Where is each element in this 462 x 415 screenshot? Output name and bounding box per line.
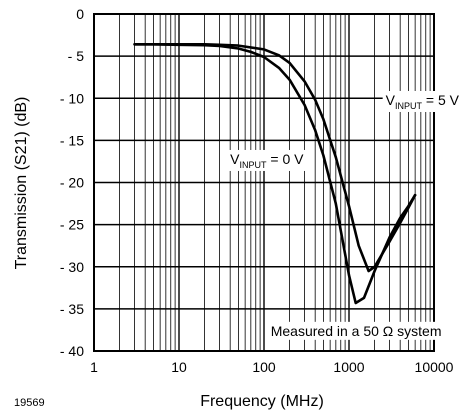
x-tick-label: 100 (252, 359, 276, 375)
y-tick-labels: 0 - 5 - 10 - 15 - 20 - 25 - 30 - 35 - 40 (60, 6, 84, 359)
annotation-text: VINPUT = 5 V (386, 92, 460, 111)
x-tick-labels: 1 10 100 1000 10000 (90, 359, 454, 375)
annotation-main: V (230, 151, 240, 167)
y-tick-label: - 30 (60, 259, 84, 275)
x-tick-label: 1000 (333, 359, 364, 375)
annotation-text: VINPUT = 0 V (230, 151, 304, 170)
series-line-2 (133, 42, 417, 273)
y-tick-label: - 5 (68, 48, 85, 64)
x-tick-label: 10000 (415, 359, 454, 375)
annotation-2: VINPUT = 0 V (227, 149, 308, 171)
y-tick-label: - 35 (60, 301, 84, 317)
annotation-background (267, 321, 445, 340)
figure-id: 19569 (14, 397, 45, 409)
annotation-main: V (386, 92, 396, 108)
plot-frame (93, 13, 435, 352)
x-tick-label: 10 (171, 359, 187, 375)
annotation-subscript: INPUT (395, 101, 423, 111)
y-axis-label: Transmission (S21) (dB) (13, 97, 30, 270)
y-tick-label: - 25 (60, 217, 84, 233)
annotation-1: VINPUT = 5 V (382, 90, 462, 112)
annotation-background (227, 149, 308, 171)
y-tick-label: - 15 (60, 132, 84, 148)
annotation-background (382, 90, 462, 112)
series-lines (133, 42, 417, 305)
y-tick-label: - 20 (60, 175, 84, 191)
annotation-text: Measured in a 50 Ω system (271, 323, 442, 339)
annotation-rest: = 5 V (422, 92, 460, 108)
y-tick-label: - 40 (60, 343, 84, 359)
x-tick-label: 1 (90, 359, 98, 375)
y-tick-label: - 10 (60, 90, 84, 106)
annotation-3: Measured in a 50 Ω system (267, 321, 445, 340)
annotation-rest: = 0 V (267, 151, 305, 167)
x-axis-label: Frequency (MHz) (200, 393, 324, 410)
annotation-subscript: INPUT (240, 160, 268, 170)
y-tick-label: 0 (76, 6, 84, 22)
